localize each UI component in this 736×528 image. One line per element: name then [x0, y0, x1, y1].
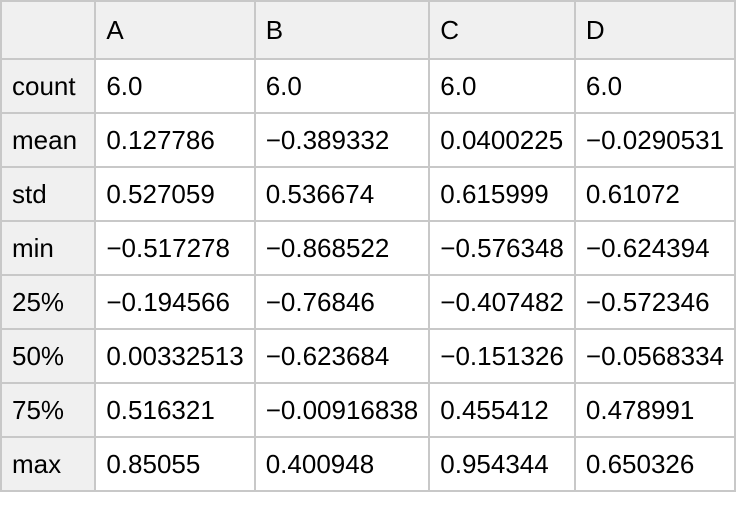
- table-cell: 6.0: [428, 58, 576, 114]
- table-row: std 0.527059 0.536674 0.615999 0.61072: [0, 166, 736, 222]
- table-cell: −0.624394: [573, 220, 736, 276]
- column-header-d: D: [573, 0, 736, 60]
- table-cell: 0.527059: [94, 166, 256, 222]
- table-cell: −0.76846: [253, 274, 431, 330]
- table-row: min −0.517278 −0.868522 −0.576348 −0.624394: [0, 220, 736, 276]
- row-label: min: [0, 220, 97, 276]
- table-cell: −0.0290531: [573, 112, 736, 168]
- table-cell: −0.194566: [94, 274, 256, 330]
- table-cell: −0.517278: [94, 220, 256, 276]
- header-row: A B C D: [0, 0, 736, 60]
- column-header-b: B: [253, 0, 431, 60]
- table-cell: −0.868522: [253, 220, 431, 276]
- row-label: count: [0, 58, 97, 114]
- table-row: count 6.0 6.0 6.0 6.0: [0, 58, 736, 114]
- row-label: 25%: [0, 274, 97, 330]
- row-label: max: [0, 436, 97, 492]
- column-header-c: C: [428, 0, 576, 60]
- table-row: 25% −0.194566 −0.76846 −0.407482 −0.572346: [0, 274, 736, 330]
- table-row: mean 0.127786 −0.389332 0.0400225 −0.0290531: [0, 112, 736, 168]
- table-cell: 6.0: [573, 58, 736, 114]
- table-cell: 6.0: [253, 58, 431, 114]
- table-cell: 0.127786: [94, 112, 256, 168]
- table-cell: −0.572346: [573, 274, 736, 330]
- row-label: std: [0, 166, 97, 222]
- table-row: max 0.85055 0.400948 0.954344 0.650326: [0, 436, 736, 492]
- describe-table: A B C D count 6.0 6.0 6.0 6.0 mean 0.127786 −0.…: [0, 0, 736, 492]
- table-cell: 0.455412: [428, 382, 576, 438]
- table-cell: 0.516321: [94, 382, 256, 438]
- table-cell: −0.407482: [428, 274, 576, 330]
- table-cell: 6.0: [94, 58, 256, 114]
- table-cell: 0.00332513: [94, 328, 256, 384]
- table-cell: −0.00916838: [253, 382, 431, 438]
- table-cell: 0.0400225: [428, 112, 576, 168]
- table-cell: 0.478991: [573, 382, 736, 438]
- row-label: 50%: [0, 328, 97, 384]
- table-cell: 0.61072: [573, 166, 736, 222]
- table-row: 50% 0.00332513 −0.623684 −0.151326 −0.056833…: [0, 328, 736, 384]
- column-header-a: A: [94, 0, 256, 60]
- table-cell: 0.615999: [428, 166, 576, 222]
- table-header: A B C D: [0, 0, 736, 60]
- table-cell: 0.85055: [94, 436, 256, 492]
- table-cell: 0.536674: [253, 166, 431, 222]
- table-cell: 0.650326: [573, 436, 736, 492]
- row-label: mean: [0, 112, 97, 168]
- table-cell: −0.151326: [428, 328, 576, 384]
- table-cell: −0.389332: [253, 112, 431, 168]
- table-row: 75% 0.516321 −0.00916838 0.455412 0.478991: [0, 382, 736, 438]
- table-cell: 0.400948: [253, 436, 431, 492]
- table-cell: −0.0568334: [573, 328, 736, 384]
- table-cell: −0.576348: [428, 220, 576, 276]
- table-body: count 6.0 6.0 6.0 6.0 mean 0.127786 −0.389332 0.…: [0, 58, 736, 492]
- corner-cell: [0, 0, 97, 60]
- row-label: 75%: [0, 382, 97, 438]
- table-cell: −0.623684: [253, 328, 431, 384]
- table-cell: 0.954344: [428, 436, 576, 492]
